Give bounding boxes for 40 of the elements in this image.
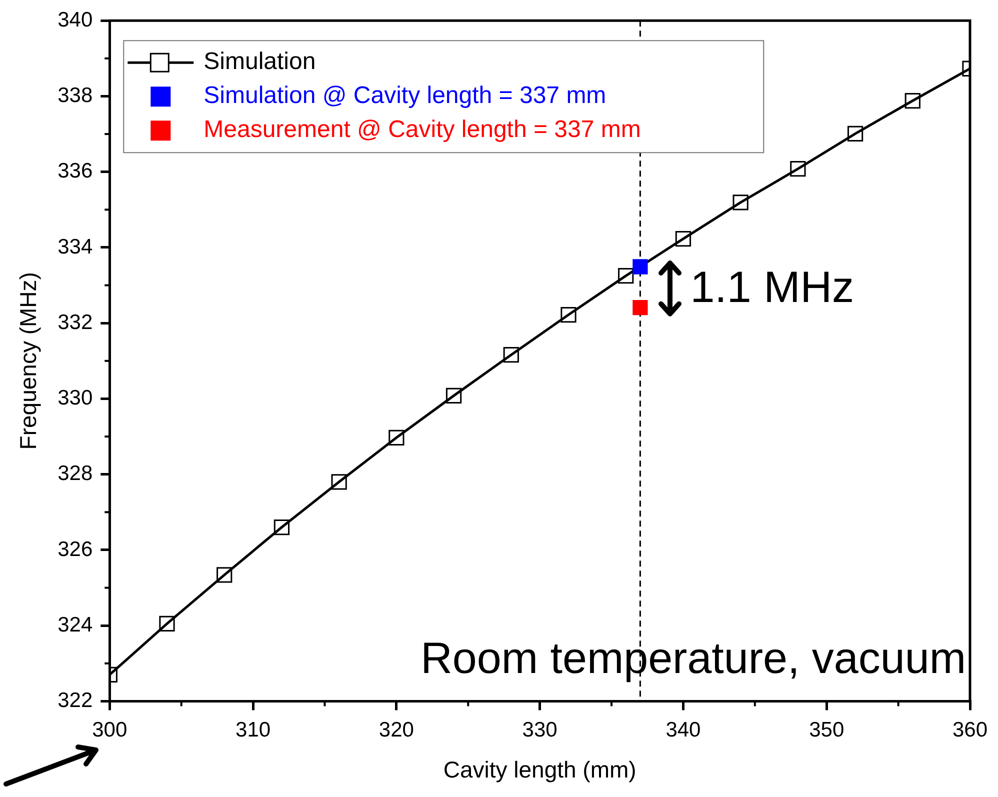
y-tick-label: 332: [58, 310, 93, 334]
y-tick-label: 340: [58, 8, 93, 32]
legend-label: Measurement @ Cavity length = 337 mm: [204, 116, 641, 144]
annotation: 1.1 MHz: [690, 263, 854, 312]
point: [503, 347, 519, 363]
point: [790, 161, 806, 177]
y-axis-title: Frequency (MHz): [15, 272, 42, 450]
point: [847, 126, 864, 142]
point: [159, 616, 175, 632]
point: [274, 519, 290, 536]
point: [732, 194, 748, 210]
x-tick-label: 330: [522, 718, 558, 742]
point: [560, 306, 576, 323]
point: [331, 474, 347, 490]
point: [904, 92, 920, 109]
y-tick-label: 328: [58, 462, 93, 486]
y-tick-label: 330: [58, 386, 93, 410]
x-tick-label: 310: [236, 718, 271, 742]
x-tick-label: 340: [666, 718, 701, 742]
point: [675, 230, 692, 247]
y-tick-label: 334: [58, 235, 93, 258]
legend-label: Simulation @ Cavity length = 337 mm: [204, 82, 606, 110]
point: [216, 567, 232, 583]
point: [632, 259, 648, 274]
point: [446, 388, 462, 404]
x-axis-title: Cavity length (mm): [443, 756, 636, 783]
x-tick-label: 350: [809, 718, 844, 742]
x-tick-label: 300: [92, 718, 128, 742]
y-tick-label: 324: [58, 613, 93, 636]
y-tick-label: 326: [58, 538, 93, 561]
legend-label: Simulation: [204, 48, 316, 76]
point: [632, 300, 648, 316]
x-tick-label: 320: [378, 718, 414, 742]
y-tick-label: 336: [58, 160, 93, 183]
annotation: Room temperature, vacuum: [420, 634, 966, 684]
y-tick-label: 338: [58, 84, 93, 108]
point: [618, 268, 634, 284]
x-tick-label: 360: [952, 718, 988, 742]
y-tick-label: 322: [58, 688, 93, 712]
point: [388, 430, 404, 446]
